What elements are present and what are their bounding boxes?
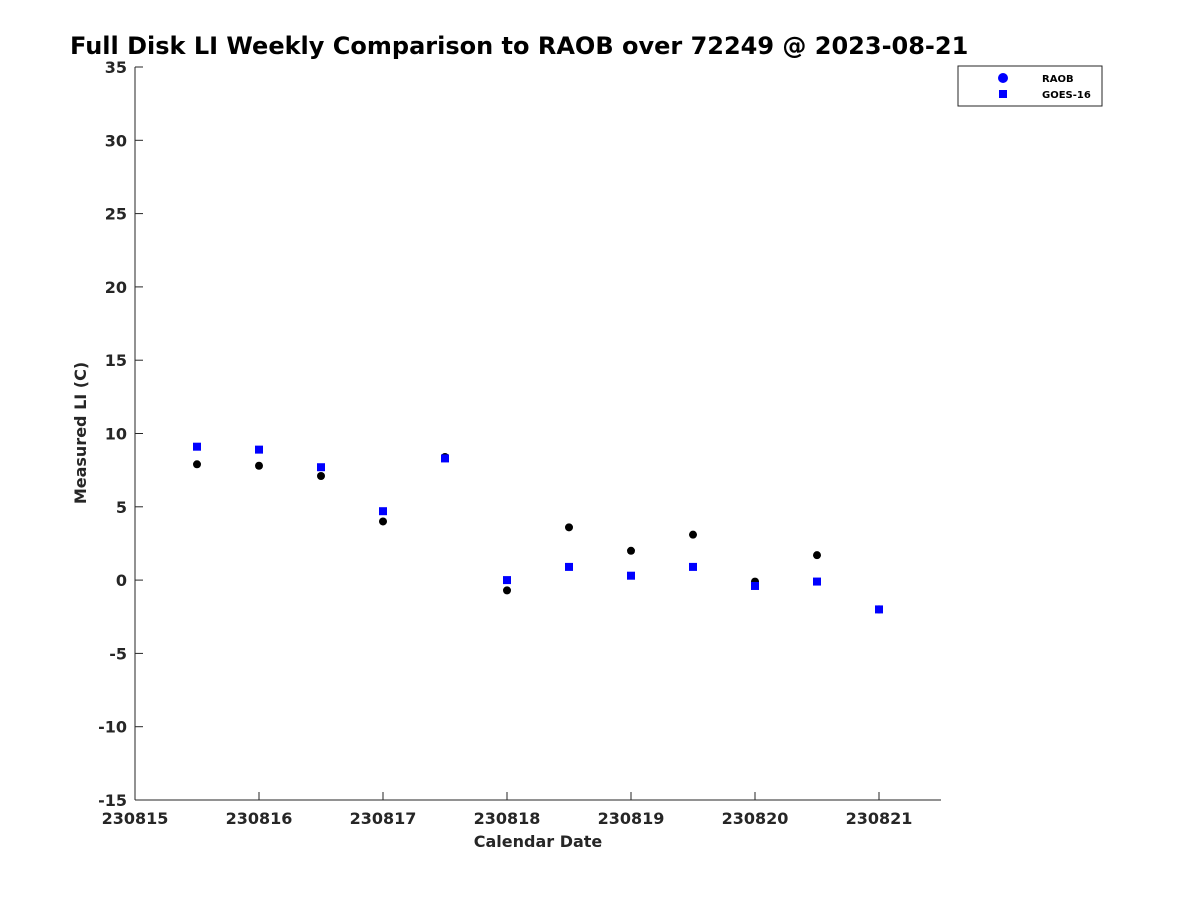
x-tick-label: 230816 <box>226 809 293 828</box>
goes16-point <box>317 463 325 472</box>
raob-point <box>565 523 573 532</box>
x-axis-label: Calendar Date <box>474 832 603 851</box>
raob-point <box>193 460 201 469</box>
legend-goes16-marker <box>999 90 1007 98</box>
x-ticks: 230815 230816 230817 230818 230819 230820 2308… <box>102 792 913 828</box>
raob-point <box>627 546 635 555</box>
y-tick-label: 25 <box>105 205 127 224</box>
y-tick-label: 20 <box>105 278 127 297</box>
y-tick-label: 30 <box>105 131 127 150</box>
y-tick-label: -10 <box>98 718 127 737</box>
plot-axes <box>134 67 941 801</box>
x-tick-label: 230821 <box>846 809 913 828</box>
legend-label: GOES-16 <box>1042 90 1091 101</box>
raob-point <box>689 530 697 539</box>
goes16-point <box>875 605 883 614</box>
legend: RAOB GOES-16 <box>957 65 1103 107</box>
data-points <box>193 442 883 614</box>
legend-box <box>957 65 1103 107</box>
raob-point <box>813 551 821 560</box>
y-ticks: 35 30 25 20 15 10 5 0 -5 -10 -15 <box>98 58 143 810</box>
legend-raob-marker <box>998 73 1008 83</box>
goes16-point <box>565 562 573 571</box>
goes16-point <box>193 442 201 451</box>
goes16-point <box>379 507 387 516</box>
y-axis-label: Measured LI (C) <box>71 362 90 504</box>
goes16-point <box>689 562 697 571</box>
y-tick-label: 5 <box>116 498 127 517</box>
goes16-point <box>503 576 511 585</box>
goes16-point <box>813 577 821 586</box>
raob-point <box>503 586 511 595</box>
raob-point <box>379 517 387 526</box>
x-tick-label: 230815 <box>102 809 169 828</box>
y-tick-label: 0 <box>116 571 127 590</box>
y-tick-label: 15 <box>105 351 127 370</box>
goes16-point <box>627 571 635 580</box>
goes16-point <box>441 454 449 463</box>
chart-title: Full Disk LI Weekly Comparison to RAOB o… <box>70 32 968 60</box>
y-tick-label: 10 <box>105 425 127 444</box>
x-tick-label: 230817 <box>350 809 417 828</box>
goes16-point <box>751 581 759 590</box>
goes16-point <box>255 445 263 454</box>
raob-point <box>317 472 325 481</box>
legend-label: RAOB <box>1042 74 1074 85</box>
x-tick-label: 230819 <box>598 809 665 828</box>
y-tick-label: -5 <box>109 644 127 663</box>
raob-point <box>255 461 263 470</box>
y-tick-label: -15 <box>98 791 127 810</box>
y-tick-label: 35 <box>105 58 127 77</box>
x-tick-label: 230818 <box>474 809 541 828</box>
x-tick-label: 230820 <box>722 809 789 828</box>
